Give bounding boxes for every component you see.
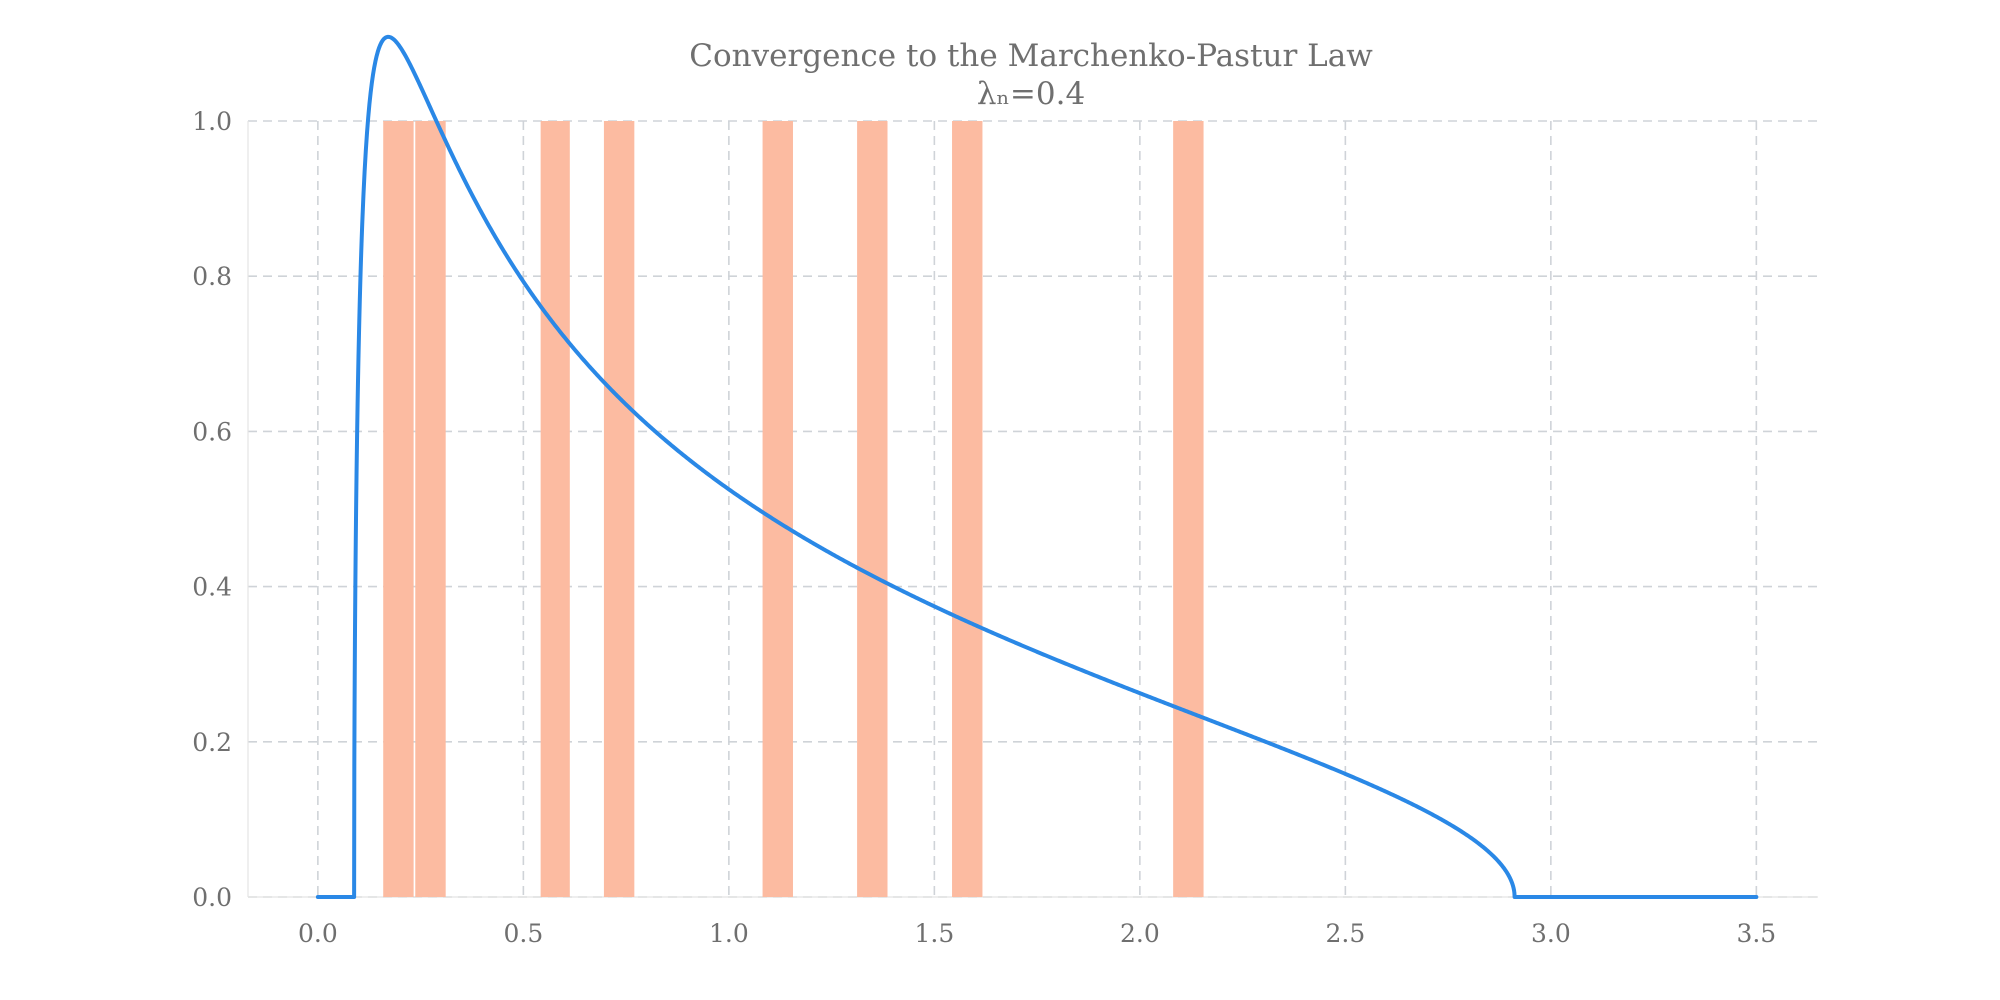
x-tick-label: 1.5	[914, 919, 954, 948]
histogram-bar	[383, 121, 414, 897]
x-tick-label: 2.5	[1325, 919, 1365, 948]
histogram-bar	[762, 121, 793, 897]
histogram-bars	[383, 121, 1204, 897]
chart-title: Convergence to the Marchenko-Pastur Law	[689, 38, 1373, 74]
x-tick-label: 3.5	[1736, 919, 1776, 948]
density-curve-layer	[315, 34, 1759, 899]
histogram-bar	[603, 121, 635, 897]
y-tick-label: 0.4	[192, 573, 232, 602]
y-tick-label: 0.2	[192, 728, 232, 757]
x-tick-label: 0.0	[298, 919, 338, 948]
grid-lines	[248, 120, 1818, 898]
x-tick-labels: 0.0 0.5 1.0 1.5 2.0 2.5 3.0 3.5	[298, 919, 1776, 948]
y-tick-labels: 0.0 0.2 0.4 0.6 0.8 1.0	[192, 107, 232, 912]
x-tick-label: 1.0	[709, 919, 749, 948]
chart-subtitle: λₙ=0.4	[977, 76, 1085, 112]
axis-lines	[247, 121, 1818, 898]
histogram-bar	[952, 121, 983, 897]
y-tick-label: 0.6	[192, 417, 232, 446]
x-tick-label: 2.0	[1120, 919, 1160, 948]
density-curve	[315, 34, 1759, 899]
histogram-bar	[1173, 121, 1204, 897]
x-tick-label: 0.5	[503, 919, 543, 948]
histogram-bar	[540, 121, 570, 897]
histogram-bar	[857, 121, 888, 897]
y-tick-label: 0.8	[192, 262, 232, 291]
y-tick-label: 1.0	[192, 107, 232, 136]
y-tick-label: 0.0	[192, 883, 232, 912]
histogram-bar	[415, 121, 446, 897]
x-tick-label: 3.0	[1531, 919, 1571, 948]
